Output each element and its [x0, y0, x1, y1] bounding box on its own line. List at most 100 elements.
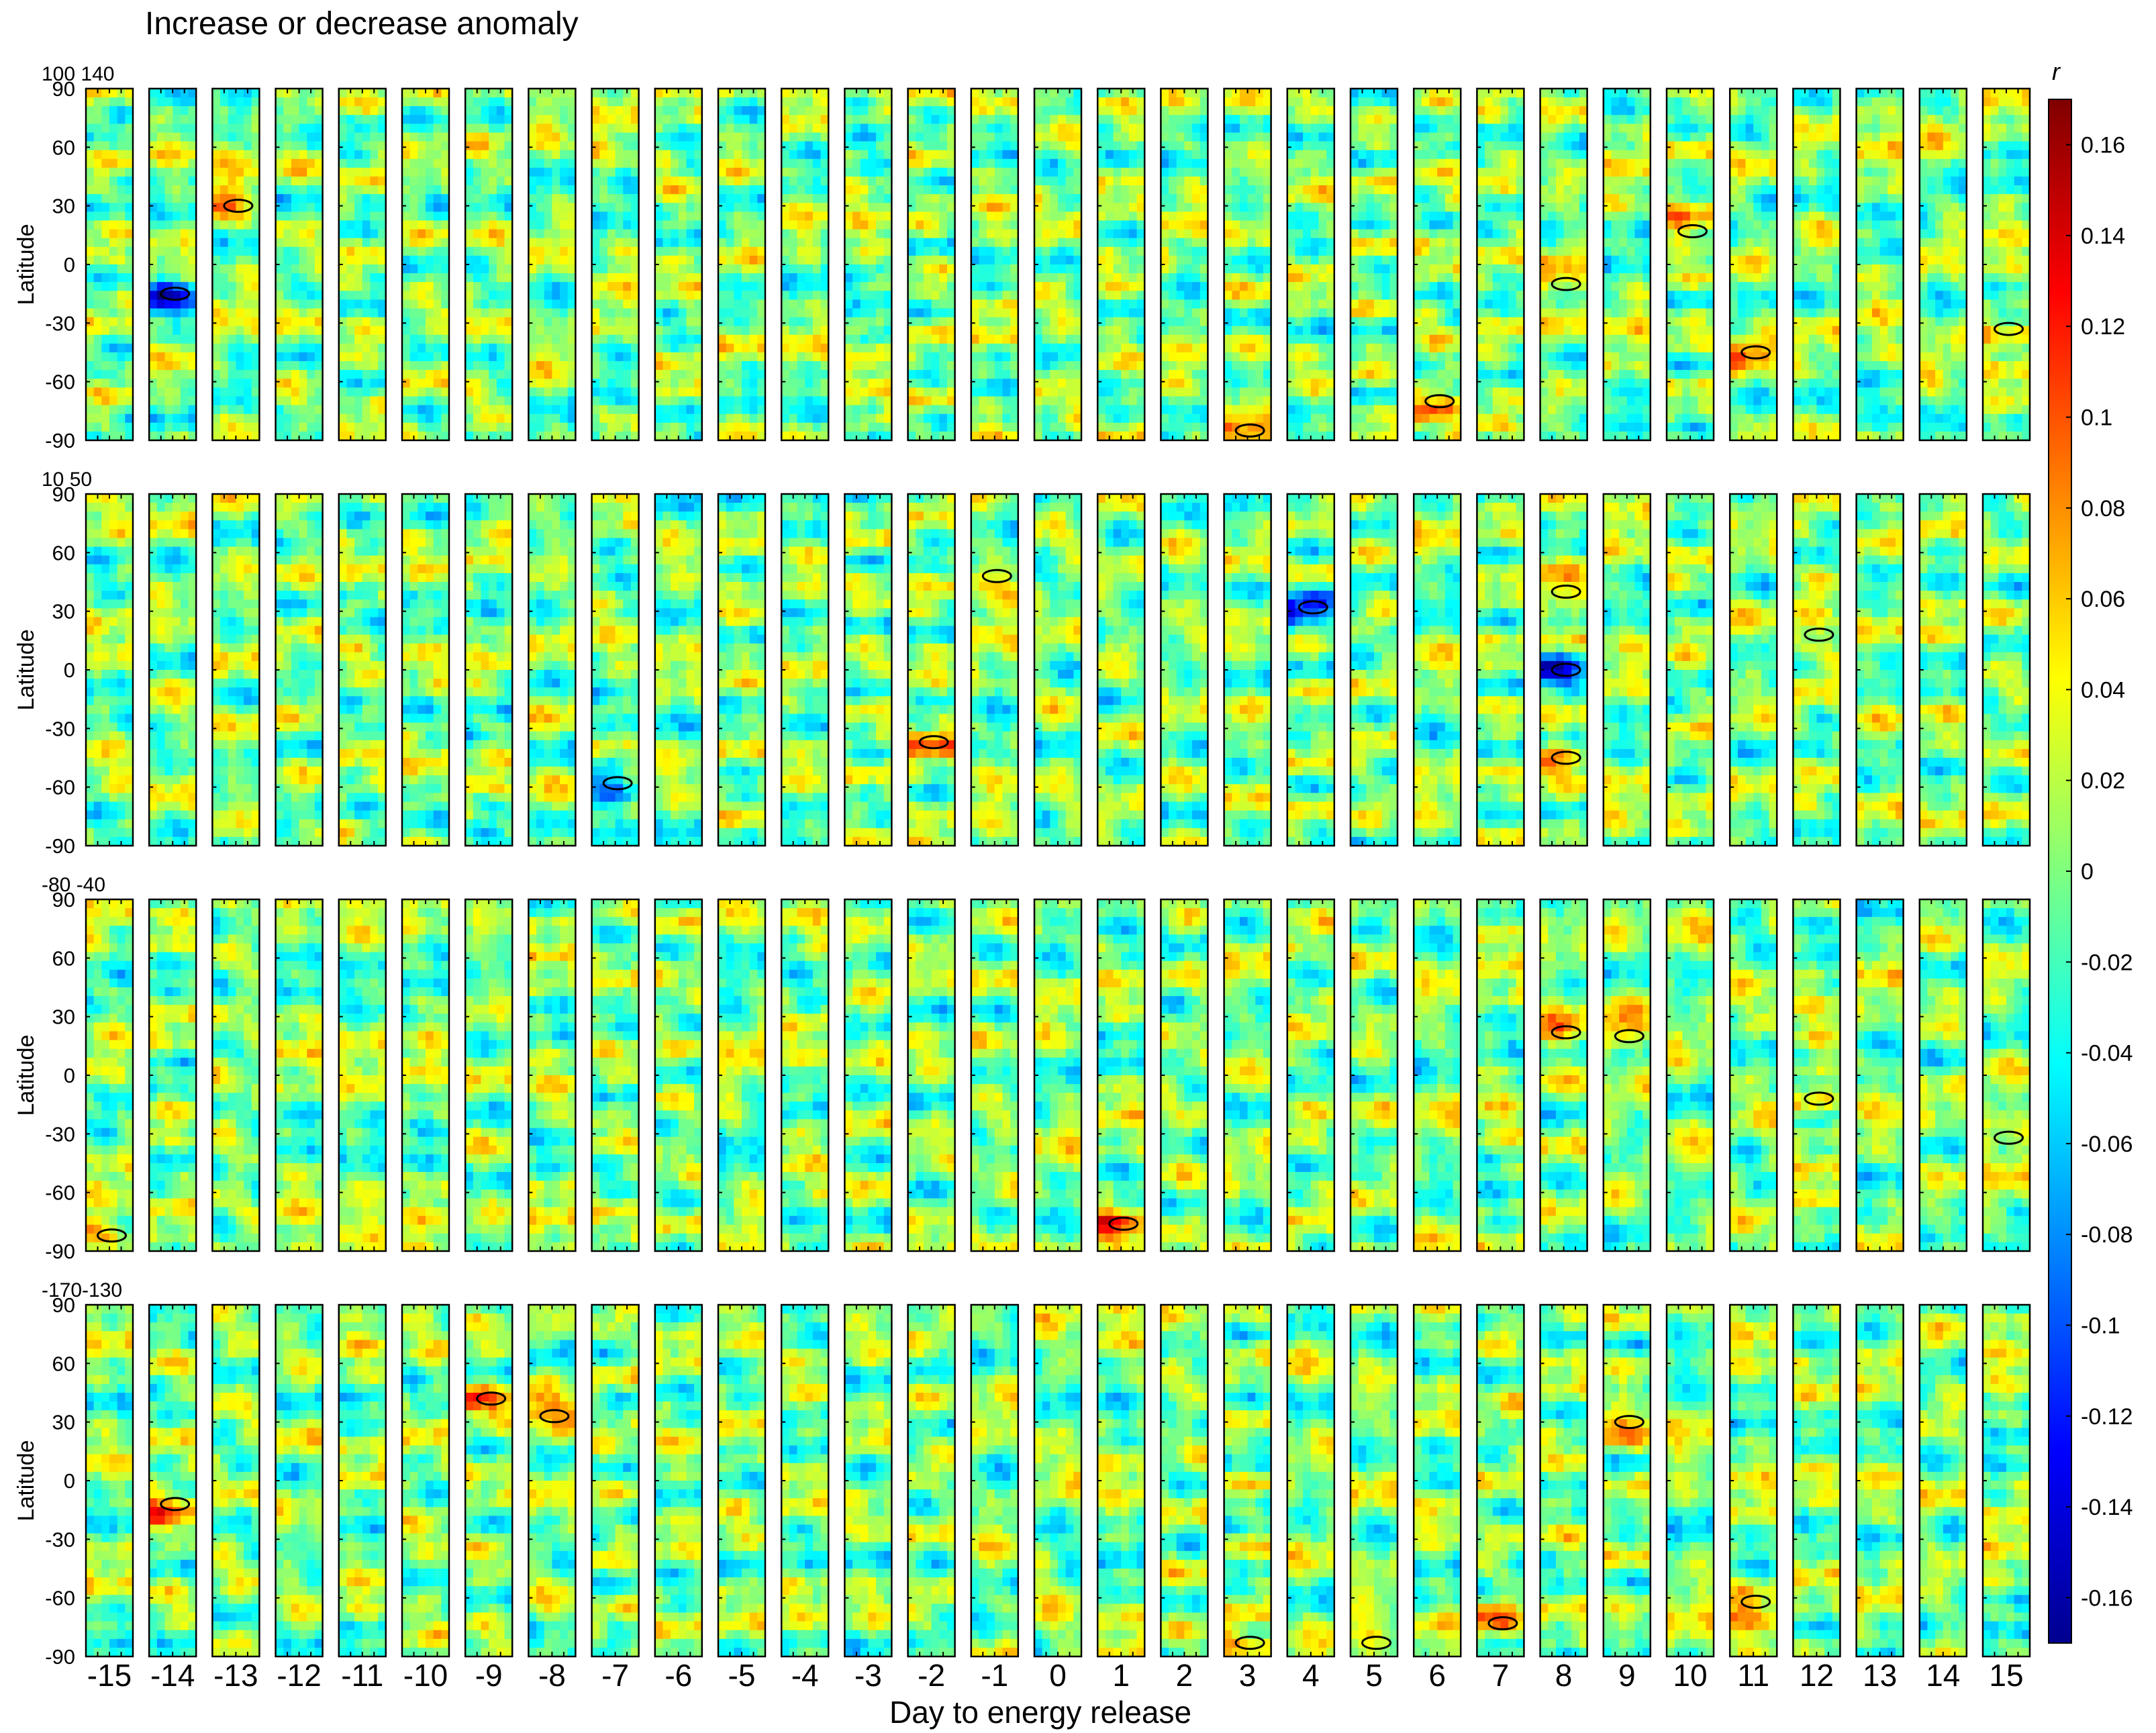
- heatmap-cell: [781, 123, 790, 134]
- heatmap-panel: [1286, 87, 1336, 442]
- heatmap-cell: [1002, 238, 1011, 248]
- heatmap-cell: [591, 326, 600, 336]
- heatmap-cell: [536, 203, 545, 212]
- heatmap-cell: [1255, 238, 1264, 248]
- heatmap-cell: [1232, 177, 1240, 186]
- heatmap-cell: [188, 167, 197, 177]
- heatmap-cell: [654, 291, 664, 300]
- heatmap-cell: [686, 352, 695, 362]
- heatmap-cell: [1255, 185, 1264, 195]
- heatmap-cell: [852, 150, 861, 160]
- heatmap-cell: [678, 185, 687, 195]
- heatmap-cell: [109, 246, 118, 256]
- heatmap-cell: [1161, 89, 1169, 98]
- heatmap-cell: [757, 238, 766, 248]
- heatmap-cell: [820, 115, 829, 124]
- heatmap-cell: [426, 370, 434, 379]
- heatmap-cell: [1002, 282, 1011, 291]
- heatmap-cell: [1232, 97, 1240, 107]
- heatmap-cell: [1239, 238, 1248, 248]
- heatmap-cell: [797, 264, 805, 274]
- heatmap-cell: [1050, 282, 1059, 291]
- heatmap-cell: [544, 229, 552, 239]
- heatmap-cell: [567, 370, 576, 379]
- heatmap-cell: [1176, 291, 1185, 300]
- heatmap-cell: [1058, 150, 1067, 160]
- heatmap-cell: [291, 220, 300, 230]
- heatmap-cell: [1169, 405, 1177, 415]
- significance-contour: [223, 199, 254, 213]
- heatmap-cell: [852, 422, 861, 432]
- heatmap-cell: [971, 308, 980, 318]
- heatmap-cell: [1121, 220, 1130, 230]
- heatmap-cell: [236, 150, 244, 160]
- heatmap-cell: [149, 282, 158, 291]
- heatmap-cell: [1232, 396, 1240, 406]
- heatmap-cell: [244, 132, 252, 142]
- heatmap-cell: [749, 123, 758, 134]
- heatmap-cell: [939, 246, 948, 256]
- heatmap-cell: [718, 431, 727, 441]
- heatmap-cell: [465, 229, 474, 239]
- heatmap-cell: [125, 308, 134, 318]
- heatmap-cell: [916, 229, 924, 239]
- heatmap-cell: [433, 167, 442, 177]
- heatmap-cell: [236, 185, 244, 195]
- heatmap-cell: [1105, 203, 1114, 212]
- heatmap-cell: [283, 97, 292, 107]
- heatmap-cell: [307, 141, 315, 151]
- heatmap-cell: [236, 282, 244, 291]
- heatmap-cell: [465, 158, 474, 168]
- heatmap-cell: [860, 123, 869, 134]
- heatmap-cell: [86, 273, 95, 283]
- heatmap-cell: [615, 106, 624, 115]
- heatmap-cell: [291, 291, 300, 300]
- heatmap-cell: [916, 291, 924, 300]
- heatmap-cell: [591, 343, 600, 353]
- heatmap-cell: [1113, 387, 1122, 397]
- heatmap-cell: [504, 141, 513, 151]
- heatmap-cell: [560, 203, 569, 212]
- heatmap-cell: [212, 115, 221, 124]
- heatmap-cell: [971, 396, 980, 406]
- heatmap-cell: [251, 167, 260, 177]
- heatmap-cell: [188, 264, 197, 274]
- heatmap-cell: [473, 379, 482, 388]
- heatmap-cell: [291, 132, 300, 142]
- heatmap-cell: [409, 132, 418, 142]
- heatmap-cell: [544, 352, 552, 362]
- heatmap-cell: [378, 273, 387, 283]
- heatmap-cell: [1161, 396, 1169, 406]
- heatmap-cell: [1050, 405, 1059, 415]
- heatmap-cell: [552, 97, 560, 107]
- heatmap-panel: [1223, 87, 1272, 442]
- heatmap-cell: [1239, 264, 1248, 274]
- heatmap-cell: [149, 317, 158, 327]
- heatmap-cell: [868, 370, 877, 379]
- heatmap-cell: [1058, 115, 1067, 124]
- heatmap-cell: [1224, 106, 1232, 115]
- heatmap-cell: [354, 203, 363, 212]
- heatmap-cell: [1318, 97, 1327, 107]
- heatmap-cell: [726, 115, 734, 124]
- heatmap-cell: [916, 352, 924, 362]
- heatmap-cell: [409, 141, 418, 151]
- heatmap-cell: [630, 177, 640, 186]
- heatmap-cell: [291, 431, 300, 441]
- heatmap-cell: [1232, 370, 1240, 379]
- heatmap-cell: [1113, 141, 1122, 151]
- heatmap-cell: [607, 317, 616, 327]
- heatmap-cell: [251, 379, 260, 388]
- heatmap-cell: [908, 264, 916, 274]
- heatmap-cell: [441, 431, 450, 441]
- heatmap-cell: [338, 379, 348, 388]
- heatmap-cell: [654, 132, 664, 142]
- heatmap-cell: [812, 246, 822, 256]
- heatmap-cell: [876, 334, 885, 344]
- heatmap-cell: [979, 141, 987, 151]
- heatmap-cell: [1128, 264, 1138, 274]
- heatmap-cell: [726, 132, 734, 142]
- heatmap-cell: [694, 352, 703, 362]
- heatmap-cell: [1121, 343, 1130, 353]
- heatmap-cell: [671, 422, 679, 432]
